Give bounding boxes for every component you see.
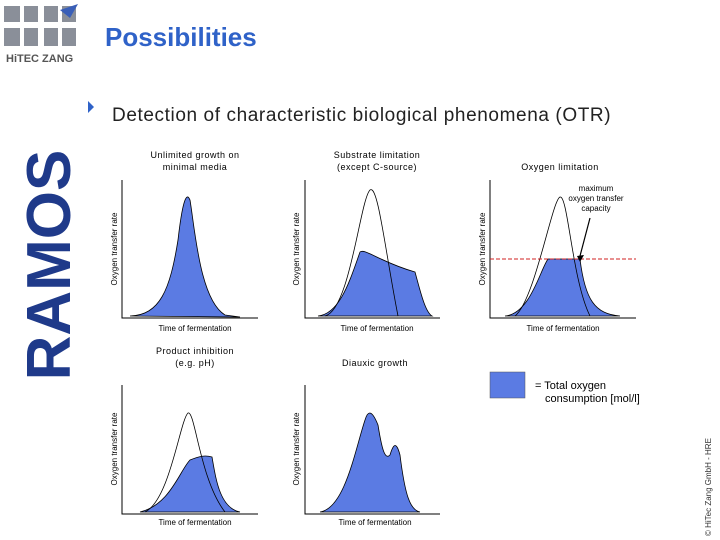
curve-area <box>319 412 421 513</box>
curve-line <box>144 412 226 513</box>
y-label: Oxygen transfer rate <box>292 412 301 485</box>
x-label: Time of fermentation <box>526 324 599 333</box>
x-label: Time of fermentation <box>338 518 411 527</box>
y-label: Oxygen transfer rate <box>478 212 487 285</box>
arrow-head <box>577 255 584 262</box>
slide-title: Possibilities <box>105 22 257 52</box>
x-label: Time of fermentation <box>158 324 231 333</box>
y-label: Oxygen transfer rate <box>110 412 119 485</box>
legend-text: = Total oxygen consumption [mol/l] <box>535 380 640 405</box>
curve-area <box>129 196 241 318</box>
logo-text: HiTEC ZANG <box>6 53 73 65</box>
annotation: maximum oxygen transfer capacity <box>568 184 623 213</box>
curve-line <box>324 189 399 317</box>
axis <box>121 180 258 319</box>
axis <box>121 385 258 515</box>
y-label: Oxygen transfer rate <box>110 212 119 285</box>
axis <box>304 180 440 319</box>
x-label: Time of fermentation <box>158 518 231 527</box>
y-label: Oxygen transfer rate <box>292 212 301 285</box>
axis <box>489 180 636 319</box>
axis <box>304 385 440 515</box>
curve-line <box>514 196 591 317</box>
panel-title: Unlimited growth on minimal media <box>150 150 239 172</box>
panel-title: Substrate limitation (except C-source) <box>334 150 421 172</box>
company-logo: HiTEC ZANG <box>4 4 78 65</box>
bullet-marker <box>88 101 94 113</box>
annotation-arrow <box>579 217 591 257</box>
x-label: Time of fermentation <box>340 324 413 333</box>
curve-area <box>317 250 434 317</box>
curve-area <box>504 258 621 317</box>
legend-swatch <box>489 371 526 399</box>
side-logo: RAMOS <box>15 150 84 381</box>
curve-area <box>139 455 241 513</box>
panel-title: Diauxic growth <box>342 358 408 368</box>
panel-title: Oxygen limitation <box>521 162 599 172</box>
bullet-text: Detection of characteristic biological p… <box>112 105 611 126</box>
copyright: © HiTec Zang GmbH - HRE <box>704 438 713 536</box>
panel-title: Product inhibition (e.g. pH) <box>156 346 234 368</box>
